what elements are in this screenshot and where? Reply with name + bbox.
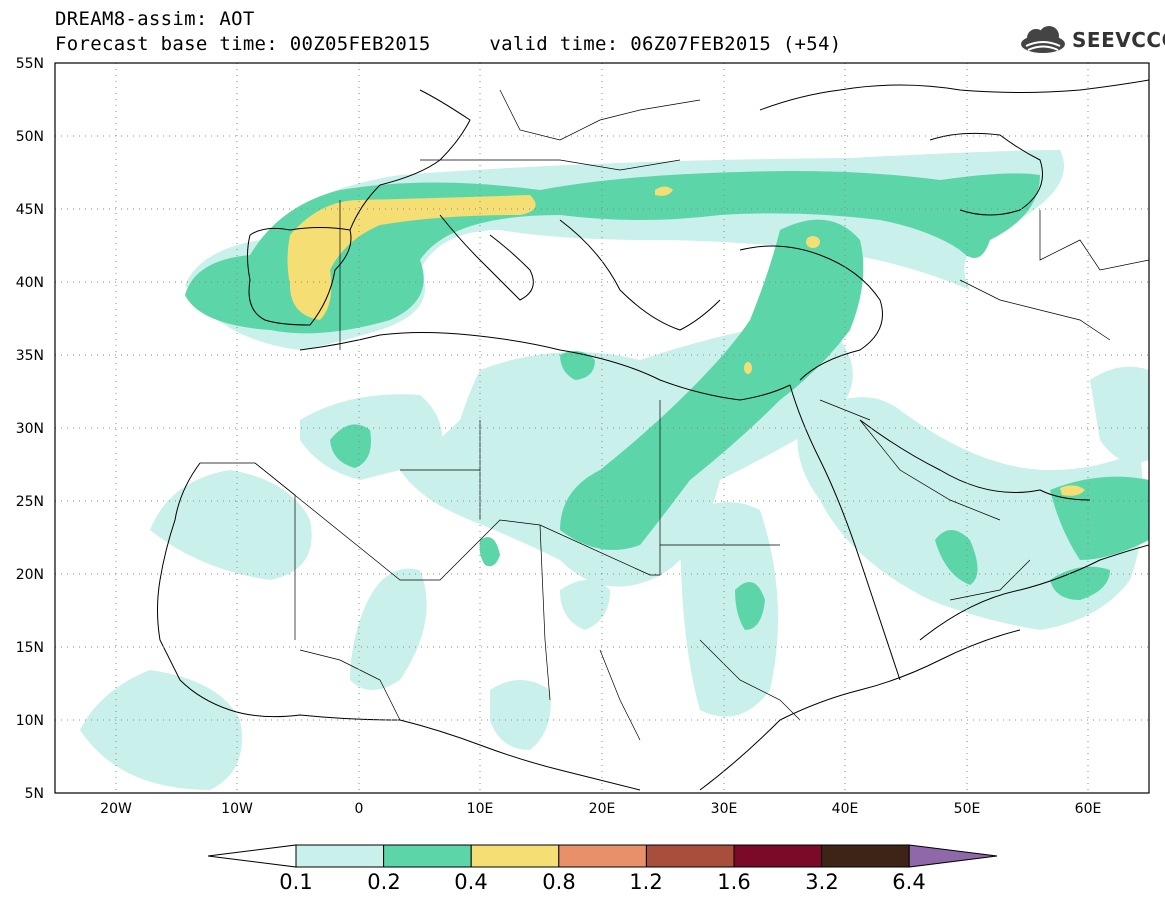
- map-title: DREAM8-assim: AOT: [55, 8, 255, 30]
- lat-label: 40N: [16, 275, 44, 291]
- colorbar-segment: [470, 844, 560, 868]
- lat-label: 25N: [16, 494, 44, 510]
- aot-high-band: [287, 186, 1085, 496]
- colorbar-over-arrow: [908, 844, 998, 868]
- colorbar-label: 1.6: [717, 870, 751, 894]
- aot-field: [80, 150, 1149, 790]
- colorbar: [207, 844, 998, 868]
- lon-label: 30E: [711, 801, 738, 817]
- lat-label: 55N: [16, 56, 44, 72]
- graticule: [55, 63, 1149, 793]
- lat-label: 10N: [16, 713, 44, 729]
- longitude-labels: 20W 10W 0 10E 20E 30E 40E 50E 60E: [100, 801, 1101, 817]
- colorbar-label: 0.8: [542, 870, 576, 894]
- lat-label: 15N: [16, 640, 44, 656]
- colorbar-label: 1.2: [629, 870, 663, 894]
- colorbar-label: 0.1: [279, 870, 313, 894]
- colorbar-label: 0.2: [367, 870, 401, 894]
- lon-label: 40E: [832, 801, 859, 817]
- lat-label: 45N: [16, 202, 44, 218]
- lat-label: 35N: [16, 348, 44, 364]
- lon-label: 0: [355, 801, 364, 817]
- lon-label: 20E: [589, 801, 616, 817]
- lat-label: 30N: [16, 421, 44, 437]
- lon-label: 50E: [954, 801, 981, 817]
- latitude-labels: 55N 50N 45N 40N 35N 30N 25N 20N 15N 10N …: [16, 56, 44, 802]
- lat-label: 20N: [16, 567, 44, 583]
- colorbar-segment: [383, 844, 472, 868]
- colorbar-segment: [821, 844, 910, 868]
- lat-label: 50N: [16, 129, 44, 145]
- colorbar-label: 0.4: [454, 870, 488, 894]
- coastlines: [157, 79, 1149, 791]
- colorbar-segment: [558, 844, 647, 868]
- lon-label: 60E: [1075, 801, 1102, 817]
- forecast-time-subtitle: Forecast base time: 00Z05FEB2015 valid t…: [55, 33, 842, 55]
- lon-label: 10W: [221, 801, 253, 817]
- logo-text: SEEVCCC: [1072, 28, 1165, 52]
- colorbar-label: 6.4: [892, 870, 926, 894]
- colorbar-label: 3.2: [805, 870, 839, 894]
- colorbar-under-arrow: [207, 844, 297, 868]
- cloud-icon: [1021, 26, 1065, 53]
- map-frame: [54, 62, 1150, 794]
- lon-label: 20W: [100, 801, 132, 817]
- colorbar-segment: [645, 844, 735, 868]
- colorbar-segment: [295, 844, 385, 868]
- seevccc-logo: SEEVCCC: [1018, 26, 1165, 56]
- colorbar-segment: [733, 844, 823, 868]
- lon-label: 10E: [467, 801, 494, 817]
- country-borders: [200, 89, 1149, 741]
- lat-label: 5N: [25, 786, 44, 802]
